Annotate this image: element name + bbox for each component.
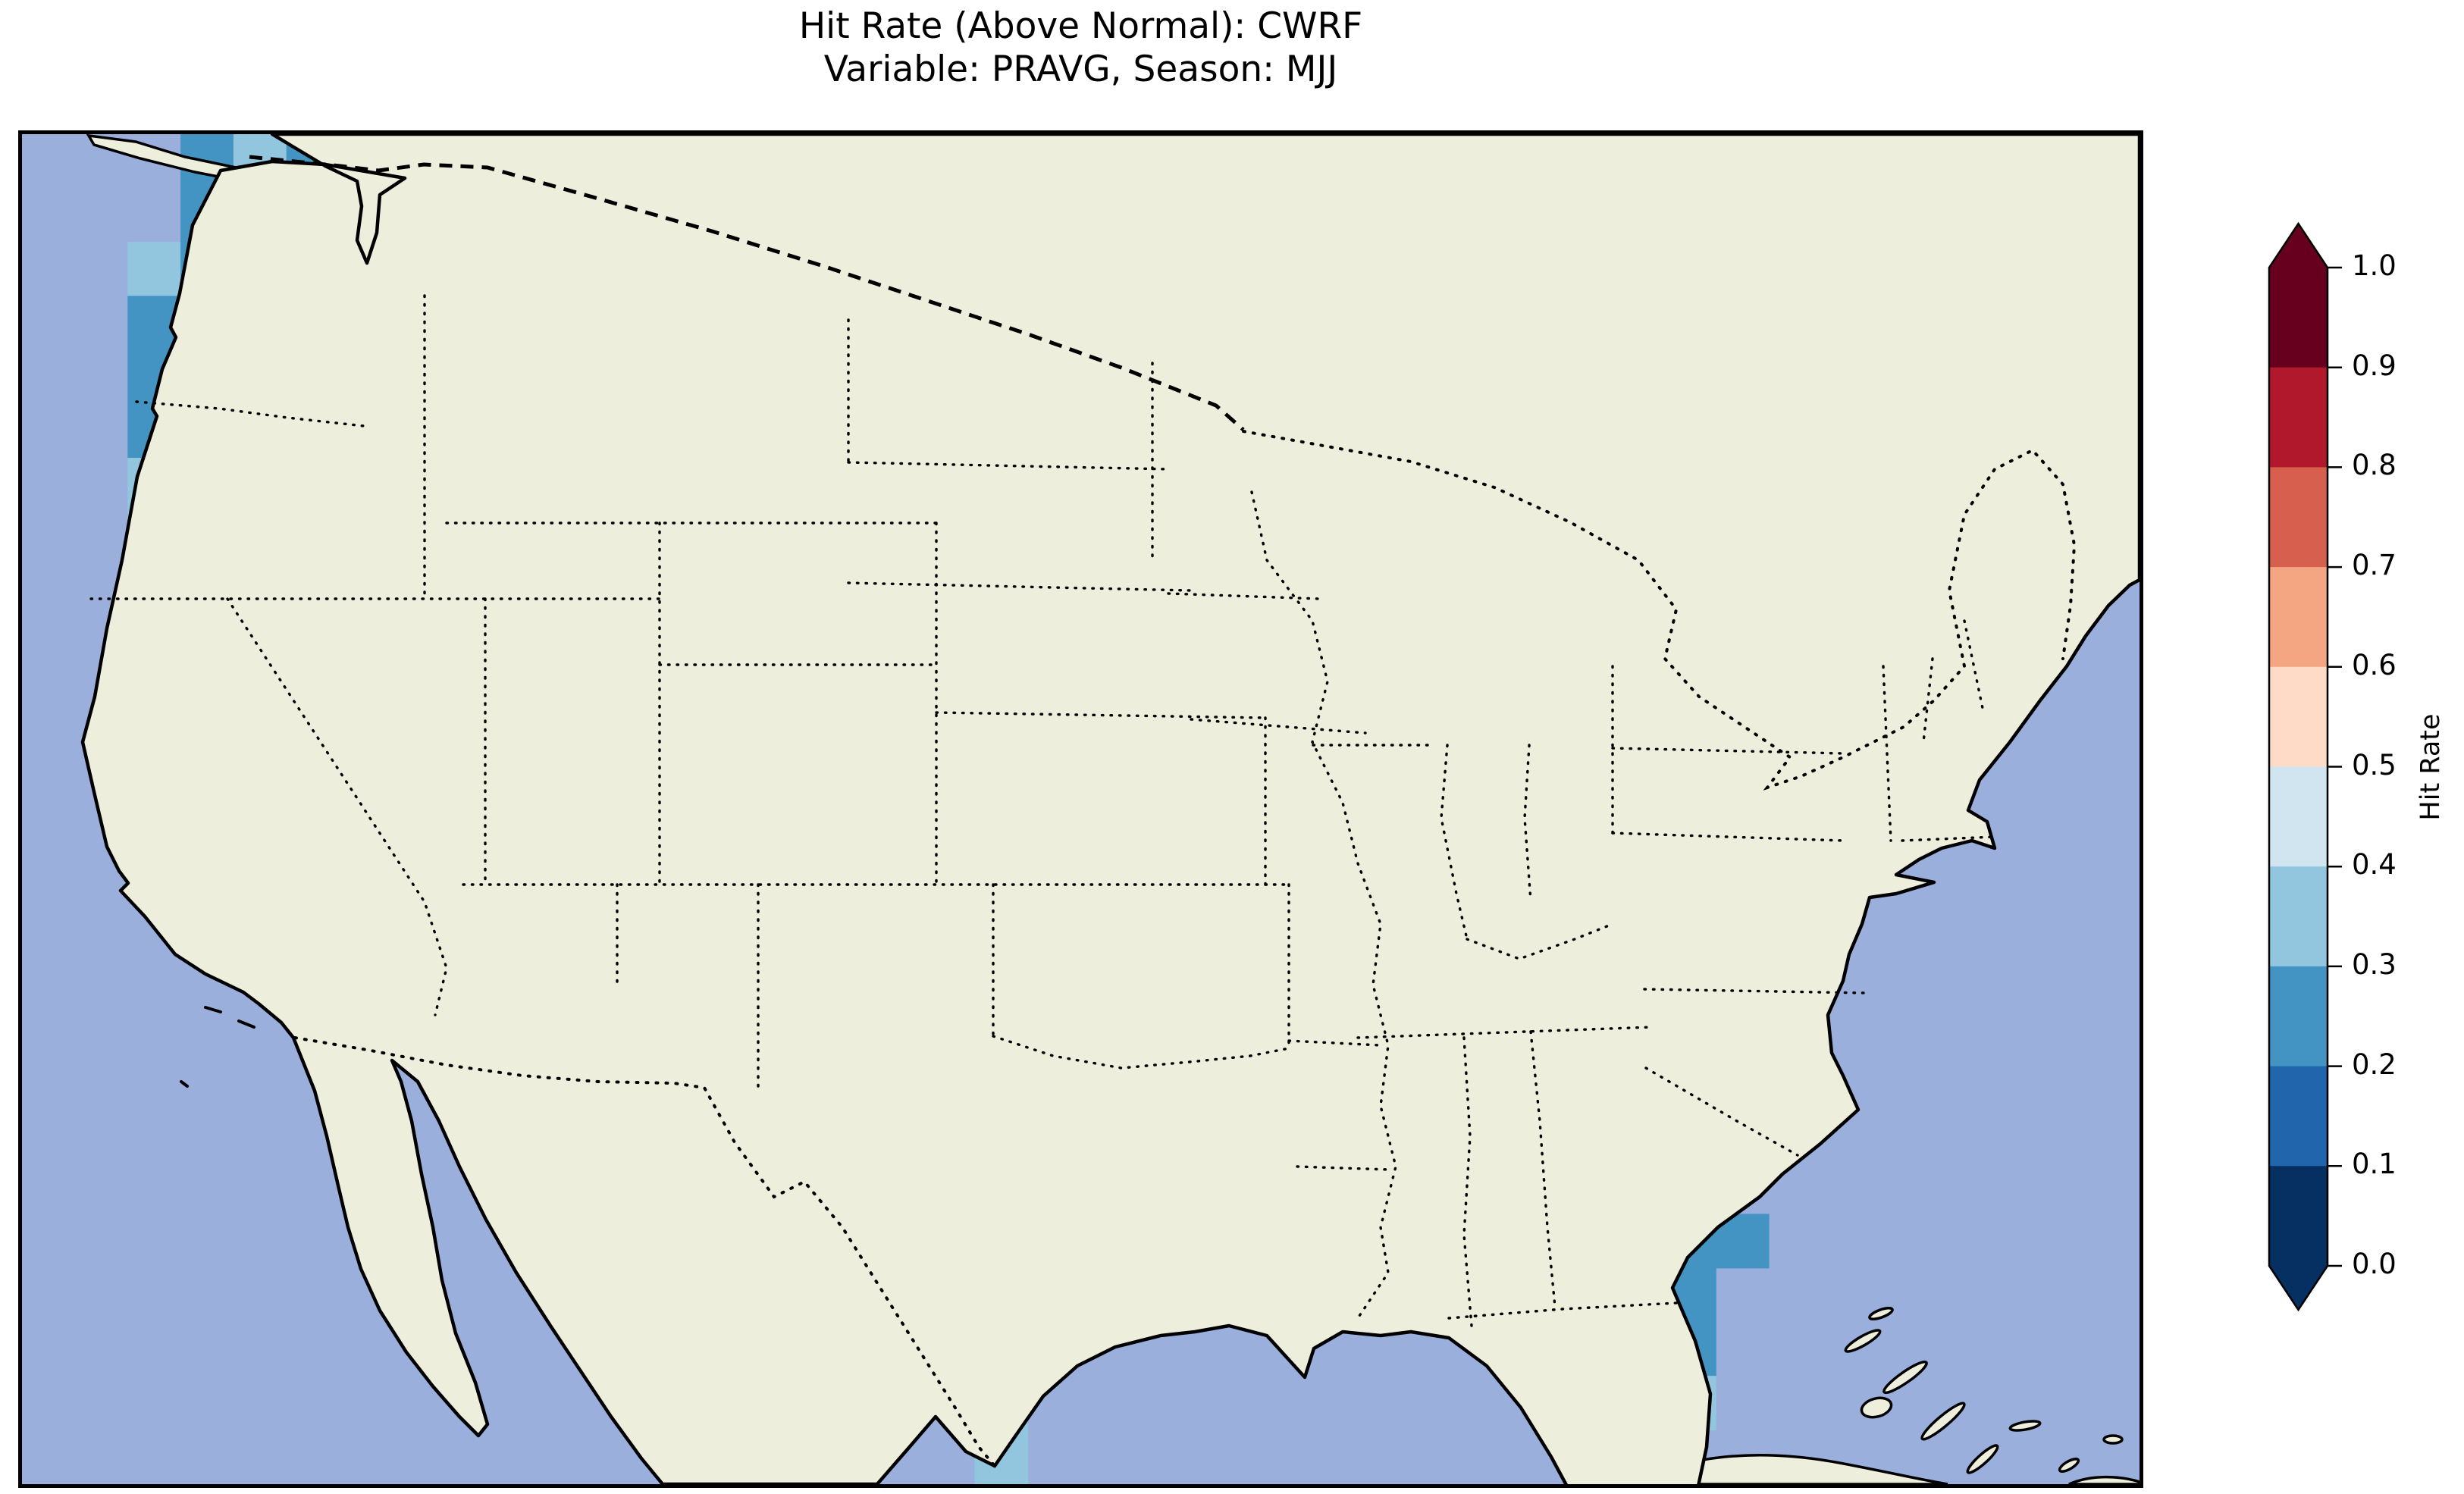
- state-border: [1529, 1030, 1556, 1308]
- state-border: [1356, 1026, 1654, 1039]
- colorbar-axis-label: Hit Rate: [2415, 713, 2446, 821]
- colorbar-bands: [2269, 268, 2328, 1267]
- colorbar-tick-label: 0.3: [2352, 947, 2397, 981]
- bahamas-island: [2102, 1434, 2124, 1445]
- state-borders: [89, 294, 1996, 1327]
- islet: [204, 1006, 222, 1013]
- state-border: [1643, 988, 1866, 994]
- state-border: [1963, 619, 1985, 713]
- state-border: [935, 711, 1267, 719]
- state-border: [1167, 592, 1321, 600]
- state-border: [992, 1035, 1290, 1070]
- map-axes: [18, 130, 2143, 1488]
- state-border: [1440, 744, 1469, 941]
- colorbar-tick-label: 1.0: [2352, 249, 2397, 282]
- state-border: [1644, 1066, 1799, 1157]
- state-border: [226, 597, 448, 1016]
- us-canada-border-lakes: [1242, 430, 2077, 791]
- islet: [180, 1080, 189, 1088]
- colorbar-tick-label: 0.0: [2352, 1248, 2397, 1280]
- colorbar-band: [2269, 966, 2328, 1067]
- colorbar-band: [2269, 367, 2328, 468]
- state-border: [1882, 665, 1892, 842]
- state-border: [1287, 1039, 1382, 1047]
- state-border: [1922, 657, 1934, 744]
- international-borders: [249, 155, 2077, 1467]
- colorbar: [2268, 221, 2342, 1312]
- map-canvas: [22, 134, 2140, 1484]
- chart-title: Hit Rate (Above Normal): CWRF Variable: …: [22, 5, 2140, 92]
- state-border: [1462, 1036, 1473, 1327]
- colorbar-band: [2269, 268, 2328, 368]
- state-border: [847, 461, 1170, 471]
- islands: [180, 1006, 2140, 1484]
- state-border: [1447, 1301, 1678, 1320]
- grid-cell: [127, 242, 181, 297]
- colorbar-tick-label: 0.6: [2352, 648, 2397, 681]
- colorbar-tick-label: 0.4: [2352, 848, 2397, 882]
- colorbar-tick-label: 0.8: [2352, 449, 2397, 482]
- island-se-corner: [2068, 1475, 2140, 1484]
- colorbar-ticks: [2328, 266, 2342, 1267]
- colorbar-band: [2269, 1066, 2328, 1167]
- colorbar-band: [2269, 467, 2328, 568]
- colorbar-band: [2269, 666, 2328, 768]
- state-border: [1190, 718, 1367, 734]
- islet: [237, 1019, 255, 1029]
- us-canada-border: [249, 155, 1245, 431]
- state-border: [1250, 490, 1397, 1320]
- colorbar-tick-label: 0.9: [2352, 349, 2397, 382]
- colorbar-band: [2269, 567, 2328, 668]
- colorbar-arrow-up: [2269, 224, 2328, 268]
- bahamas-island: [1868, 1307, 1894, 1320]
- colorbar-tick-label: 0.2: [2352, 1048, 2397, 1081]
- state-border: [1466, 922, 1614, 960]
- bahamas-island: [1966, 1444, 1999, 1474]
- bahamas-island: [2008, 1420, 2042, 1432]
- colorbar-band: [2269, 1166, 2328, 1267]
- colorbar-band: [2269, 766, 2328, 867]
- chart-title-line2: Variable: PRAVG, Season: MJJ: [823, 49, 1338, 91]
- state-border: [1296, 1165, 1390, 1171]
- bahamas-island: [1920, 1402, 1966, 1441]
- bahamas-island: [1860, 1396, 1893, 1419]
- colorbar-tick-label: 0.5: [2352, 748, 2397, 781]
- colorbar-tick-label: 0.7: [2352, 549, 2397, 582]
- state-border: [1611, 747, 1845, 755]
- chart-title-line1: Hit Rate (Above Normal): CWRF: [798, 5, 1363, 47]
- state-border: [1611, 832, 1845, 842]
- colorbar-band: [2269, 866, 2328, 967]
- colorbar-arrow-down: [2269, 1266, 2328, 1310]
- bahamas-island: [1844, 1329, 1882, 1353]
- bahamas-island: [2058, 1458, 2080, 1473]
- bahamas-island: [1882, 1360, 1928, 1395]
- colorbar-tick-label: 0.1: [2352, 1148, 2397, 1181]
